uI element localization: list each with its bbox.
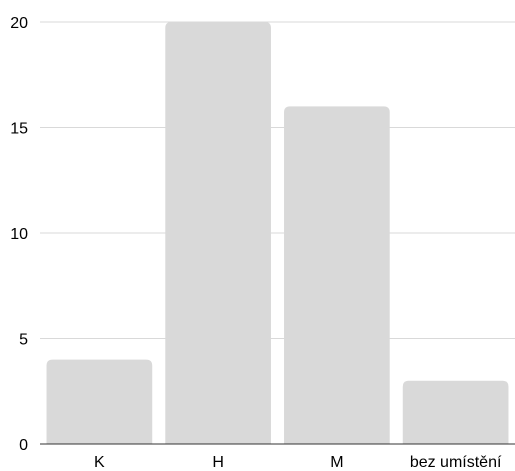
x-tick-label-1: H xyxy=(212,454,224,471)
y-tick-label-10: 10 xyxy=(10,226,28,243)
gridlines xyxy=(40,21,515,339)
bar-bez-umístění xyxy=(402,380,509,444)
x-tick-label-0: K xyxy=(94,454,105,471)
y-tick-label-15: 15 xyxy=(10,121,28,138)
bar-M xyxy=(284,106,390,445)
bar-H xyxy=(165,22,271,444)
x-tick-label-3: bez umístění xyxy=(410,454,502,471)
bar-K xyxy=(46,359,153,444)
y-tick-label-5: 5 xyxy=(19,332,28,349)
y-tick-label-20: 20 xyxy=(10,15,28,32)
bars xyxy=(46,22,509,445)
x-tick-label-2: M xyxy=(330,454,343,471)
y-tick-label-0: 0 xyxy=(19,437,28,454)
